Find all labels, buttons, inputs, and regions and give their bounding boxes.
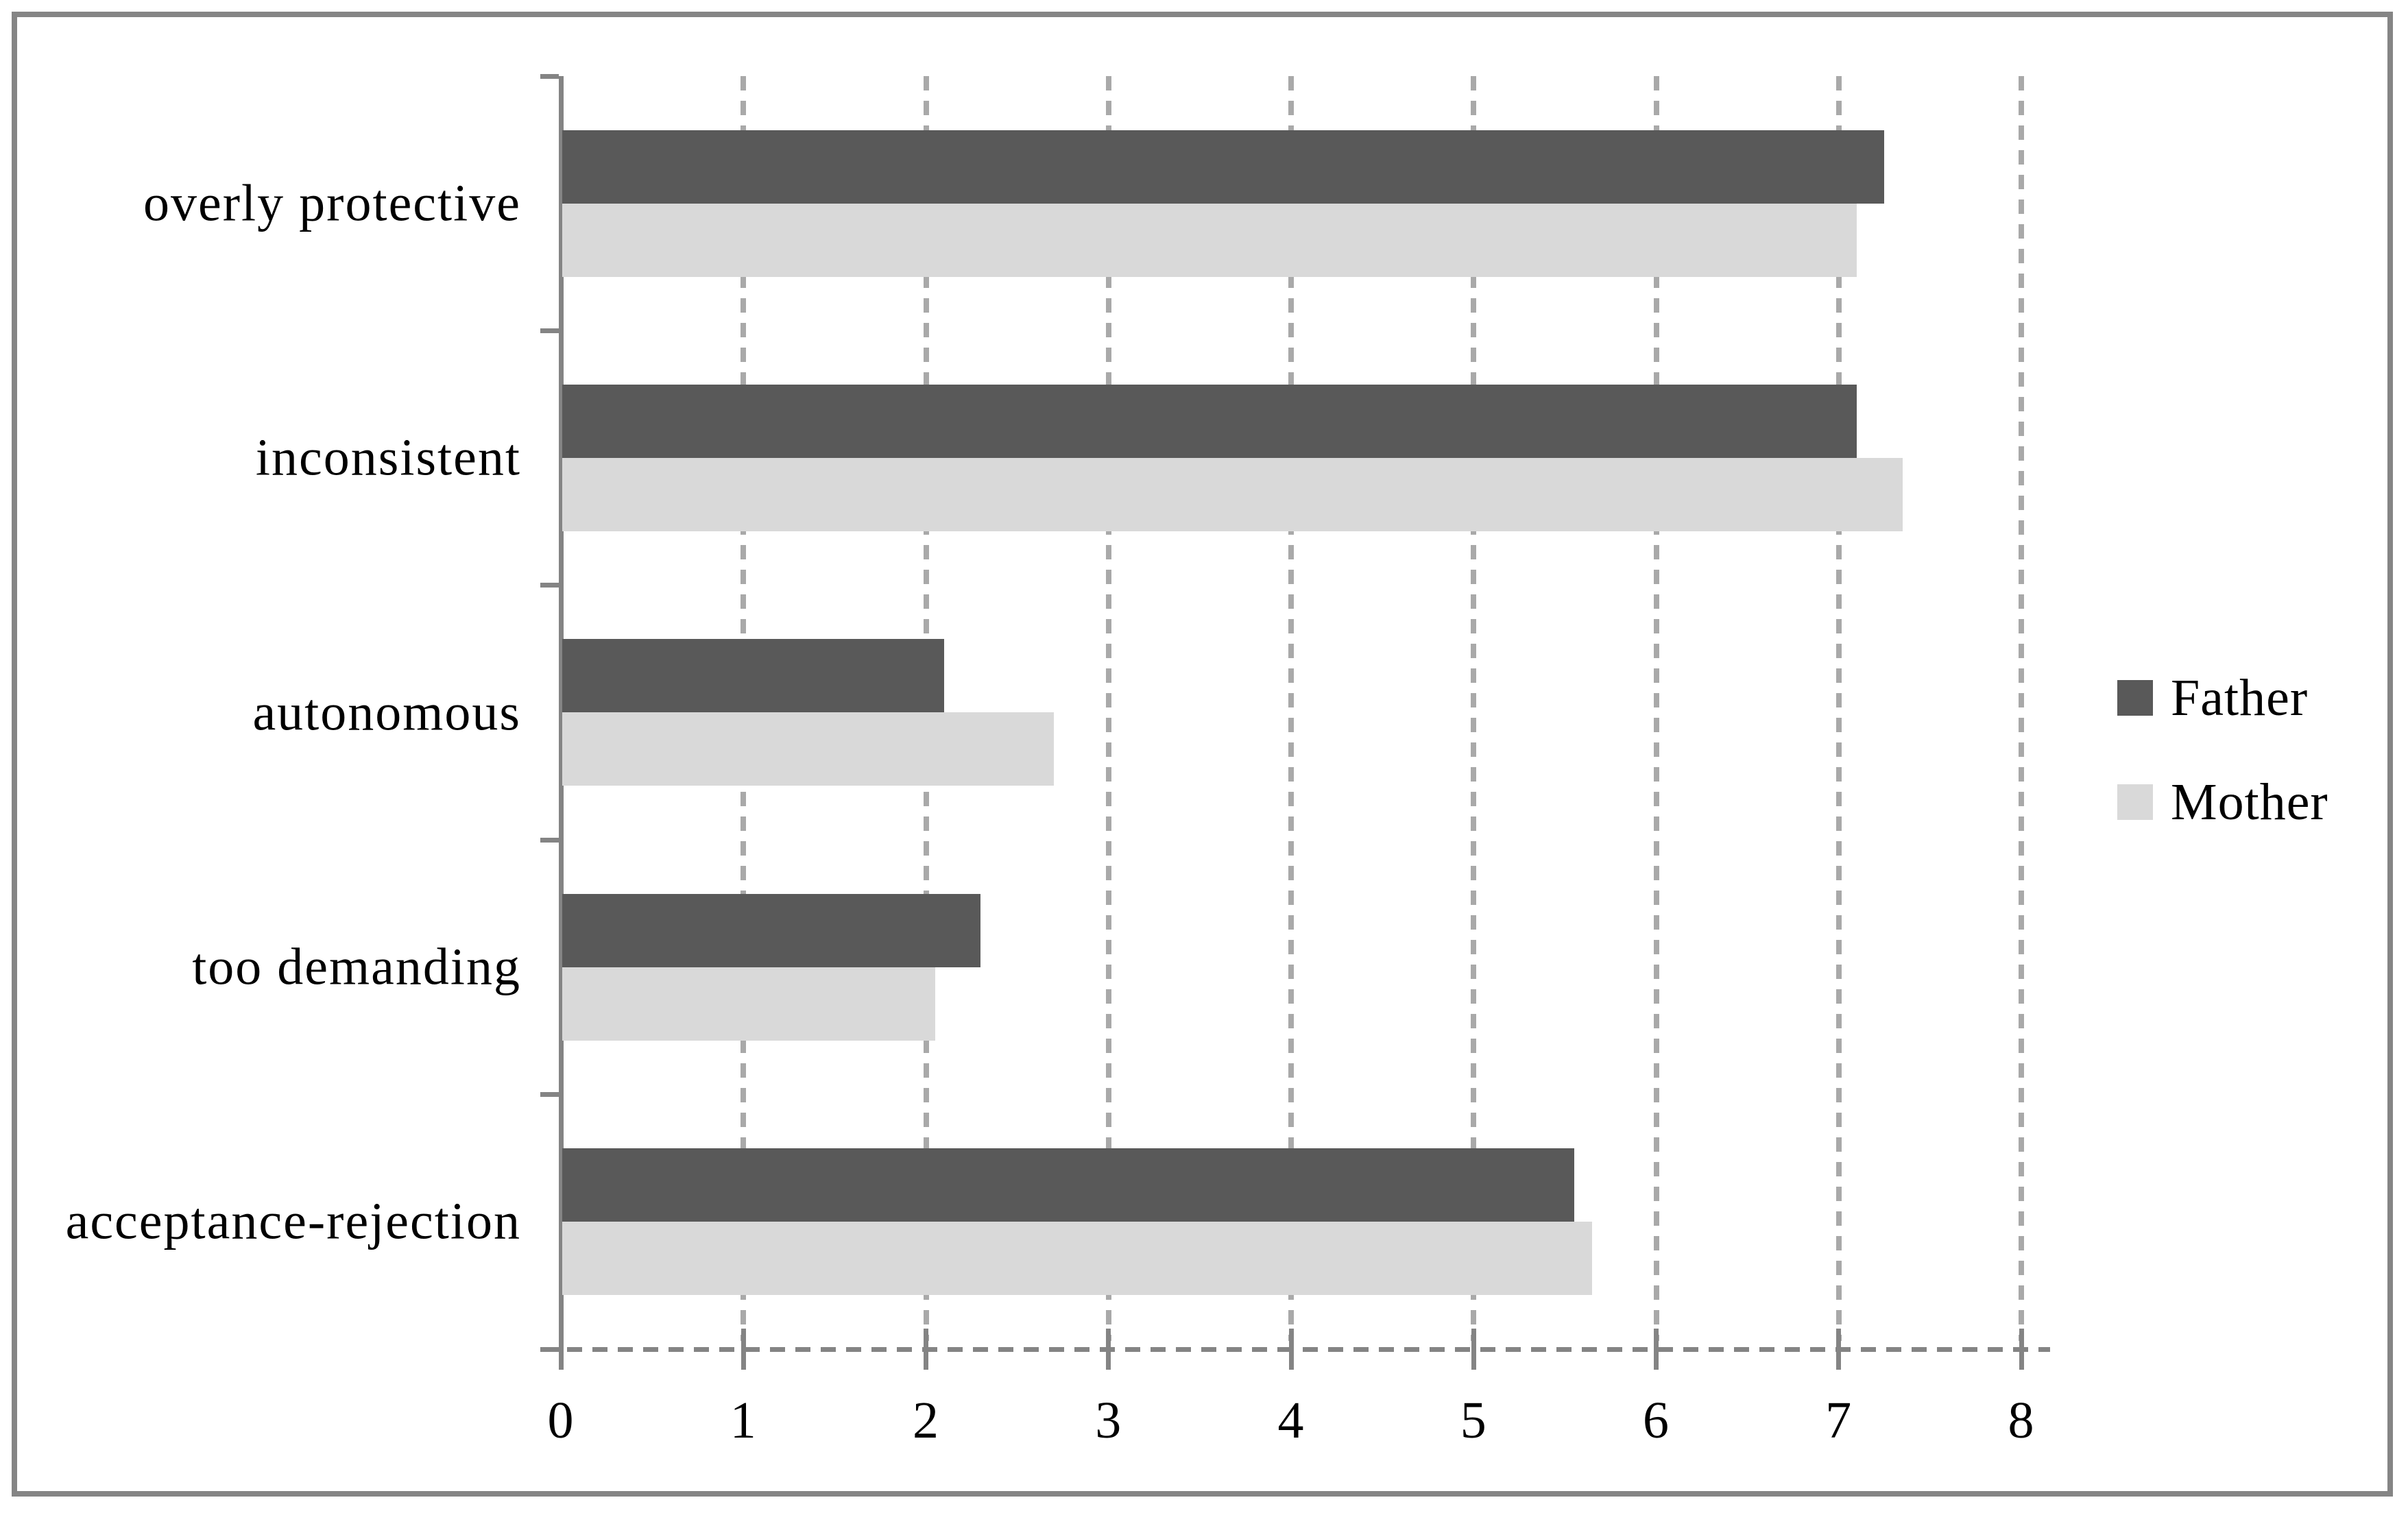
gridline-x-3 (1105, 76, 1111, 1341)
category-label-acceptance-rejection: acceptance-rejection (65, 1192, 521, 1250)
legend-label-father: Father (2171, 668, 2309, 727)
bar-father-autonomous (562, 639, 945, 713)
gridline-x-6 (1653, 76, 1659, 1341)
legend-swatch-father-icon (2117, 680, 2153, 716)
y-axis-tick-0 (540, 73, 559, 79)
bar-father-overly-protective (562, 130, 1885, 204)
gridline-x-8 (2019, 76, 2024, 1341)
category-label-overly-protective: overly protective (143, 174, 521, 232)
y-axis-tick-4 (540, 1092, 559, 1098)
category-label-autonomous: autonomous (252, 683, 521, 741)
x-tick-label-3: 3 (1095, 1392, 1122, 1449)
bar-mother-too-demanding (562, 967, 935, 1041)
category-label-too-demanding: too demanding (192, 938, 521, 996)
bar-mother-overly-protective (562, 203, 1857, 277)
bar-mother-acceptance-rejection (562, 1222, 1593, 1296)
y-axis-tick-2 (540, 583, 559, 588)
x-tick-label-5: 5 (1460, 1392, 1487, 1449)
x-tick-label-8: 8 (2008, 1392, 2035, 1449)
category-label-inconsistent: inconsistent (255, 428, 521, 487)
x-tick-label-1: 1 (730, 1392, 757, 1449)
chart-border-frame (12, 12, 2393, 1497)
y-axis-tick-5 (540, 1346, 559, 1352)
y-axis-line (558, 76, 564, 1369)
legend-item-mother: Mother (2117, 766, 2328, 838)
legend-swatch-mother-icon (2117, 784, 2153, 820)
legend-label-mother: Mother (2171, 773, 2328, 831)
x-tick-label-4: 4 (1277, 1392, 1305, 1449)
x-tick-label-7: 7 (1825, 1392, 1853, 1449)
y-axis-tick-1 (540, 328, 559, 333)
bar-father-inconsistent (562, 385, 1857, 458)
y-axis-tick-3 (540, 837, 559, 843)
gridline-x-5 (1471, 76, 1477, 1341)
x-tick-label-2: 2 (913, 1392, 939, 1449)
gridline-x-7 (1835, 76, 1842, 1341)
bar-father-acceptance-rejection (562, 1148, 1574, 1222)
legend-item-father: Father (2117, 662, 2328, 734)
bar-mother-inconsistent (562, 458, 1903, 531)
bar-mother-autonomous (562, 712, 1054, 786)
legend: Father Mother (2117, 662, 2328, 871)
x-tick-label-6: 6 (1643, 1392, 1670, 1449)
bar-father-too-demanding (562, 893, 981, 967)
x-tick-label-0: 0 (547, 1392, 575, 1449)
x-axis-line (542, 1346, 2050, 1352)
gridline-x-4 (1288, 76, 1294, 1341)
